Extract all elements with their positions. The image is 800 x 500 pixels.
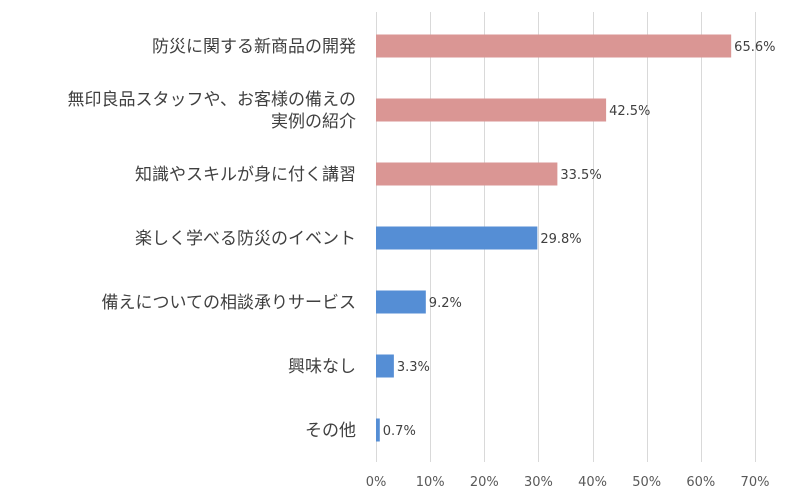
category-label: 楽しく学べる防災のイベント (135, 229, 356, 249)
data-label: 29.8% (540, 232, 581, 247)
category-labels: 防災に関する新商品の開発無印良品スタッフや、お客様の備えの実例の紹介知識やスキル… (68, 37, 357, 441)
x-tick-label: 50% (632, 475, 661, 490)
data-labels: 65.6% 42.5% 33.5% 29.8% 9.2% 3.3% 0.7% (383, 40, 776, 439)
x-tick-label: 30% (524, 475, 553, 490)
bar (376, 354, 394, 378)
x-tick-label: 20% (470, 475, 499, 490)
data-label: 3.3% (397, 360, 430, 375)
x-tick-label: 60% (686, 475, 715, 490)
bar (376, 98, 607, 122)
category-label: その他 (305, 421, 356, 441)
x-tick-label: 0% (366, 475, 387, 490)
bar (376, 418, 380, 442)
category-label: 知識やスキルが身に付く講習 (135, 165, 356, 185)
category-label: 備えについての相談承りサービス (102, 293, 357, 313)
data-label: 9.2% (429, 296, 462, 311)
data-label: 42.5% (609, 104, 650, 119)
bars (376, 34, 732, 442)
category-label: 無印良品スタッフや、お客様の備えの (68, 90, 357, 110)
bar (376, 162, 558, 186)
bar (376, 34, 732, 58)
data-label: 65.6% (734, 40, 775, 55)
x-tick-label: 70% (741, 475, 770, 490)
x-axis-ticks: 0% 10% 20% 30% 40% 50% 60% 70% (366, 475, 770, 490)
category-label: 興味なし (288, 357, 356, 377)
x-tick-label: 10% (416, 475, 445, 490)
category-label: 実例の紹介 (271, 112, 356, 132)
data-label: 33.5% (560, 168, 601, 183)
bar (376, 290, 426, 314)
x-tick-label: 40% (578, 475, 607, 490)
bar (376, 226, 538, 250)
data-label: 0.7% (383, 424, 416, 439)
category-label: 防災に関する新商品の開発 (152, 37, 356, 57)
